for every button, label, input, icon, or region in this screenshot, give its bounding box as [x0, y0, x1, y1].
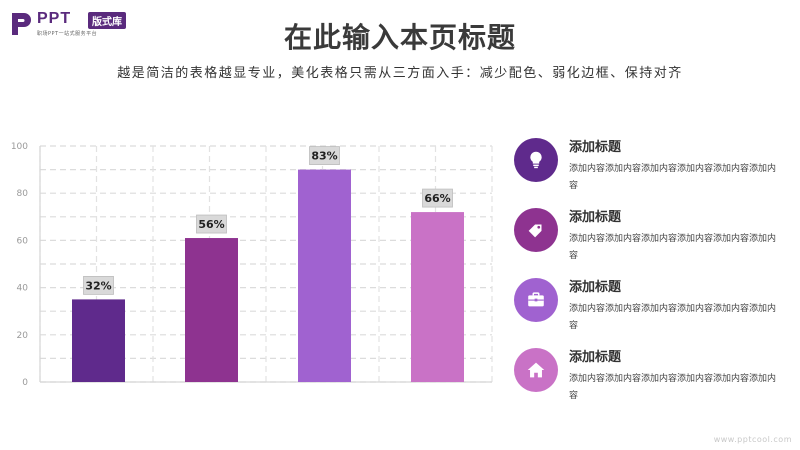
list-item-title: 添加标题	[569, 280, 622, 295]
y-tick-label: 40	[17, 284, 29, 294]
watermark: www.pptcool.com	[713, 435, 792, 444]
list-item-icon-circle	[514, 208, 558, 252]
data-label-box	[309, 146, 340, 165]
bar-chart: 0 20 40 60 80 100 32% 56% 83% 66%	[10, 136, 500, 396]
bar	[298, 169, 351, 382]
tag-icon	[528, 224, 542, 238]
lightbulb-icon	[530, 151, 542, 169]
bar	[185, 238, 238, 382]
bar	[72, 299, 125, 382]
data-label: 32%	[85, 279, 111, 292]
y-tick-label: 100	[11, 142, 28, 152]
briefcase-icon	[528, 292, 544, 307]
logo: PPT 版式库 职场PPT一站式服务平台	[10, 9, 140, 39]
home-icon	[527, 362, 545, 378]
list-item-icon-circle	[514, 348, 558, 392]
list-item-title: 添加标题	[569, 140, 622, 155]
logo-text: PPT	[37, 10, 72, 27]
data-label-box	[83, 275, 114, 295]
list-item-text: 添加内容添加内容添加内容添加内容添加内容添加内容	[569, 164, 777, 191]
y-tick-label: 60	[17, 236, 29, 246]
list-item-4: 添加标题 添加内容添加内容添加内容添加内容添加内容添加内容	[512, 344, 792, 408]
bar-chart-svg: 0 20 40 60 80 100 32% 56% 83% 66%	[11, 142, 493, 388]
logo-mark-icon	[12, 13, 31, 35]
y-tick-label: 20	[17, 331, 29, 341]
page-title: 在此输入本页标题	[283, 21, 516, 54]
list-item-title: 添加标题	[569, 210, 622, 225]
data-label: 83%	[311, 150, 337, 163]
y-tick-label: 80	[17, 189, 29, 199]
data-label: 56%	[198, 218, 224, 231]
list-item-1: 添加标题 添加内容添加内容添加内容添加内容添加内容添加内容	[512, 134, 792, 198]
list-item-2: 添加标题 添加内容添加内容添加内容添加内容添加内容添加内容	[512, 204, 792, 268]
list-item-text: 添加内容添加内容添加内容添加内容添加内容添加内容	[569, 234, 777, 261]
list-item-text: 添加内容添加内容添加内容添加内容添加内容添加内容	[569, 374, 777, 401]
list-item-3: 添加标题 添加内容添加内容添加内容添加内容添加内容添加内容	[512, 274, 792, 338]
list-item-title: 添加标题	[569, 350, 622, 365]
list-item-icon-circle	[514, 138, 558, 182]
logo-badge: 版式库	[88, 12, 126, 29]
data-label-box	[196, 214, 227, 234]
page-subtitle: 越是简洁的表格越显专业，美化表格只需从三方面入手：减少配色、弱化边框、保持对齐	[117, 66, 683, 81]
list-item-icon-circle	[514, 278, 558, 322]
bar	[411, 212, 464, 382]
logo-tagline: 职场PPT一站式服务平台	[37, 31, 98, 37]
data-label-box	[422, 188, 453, 208]
list-item-text: 添加内容添加内容添加内容添加内容添加内容添加内容	[569, 304, 777, 331]
y-tick-label: 0	[22, 378, 28, 388]
data-label: 66%	[424, 192, 450, 205]
